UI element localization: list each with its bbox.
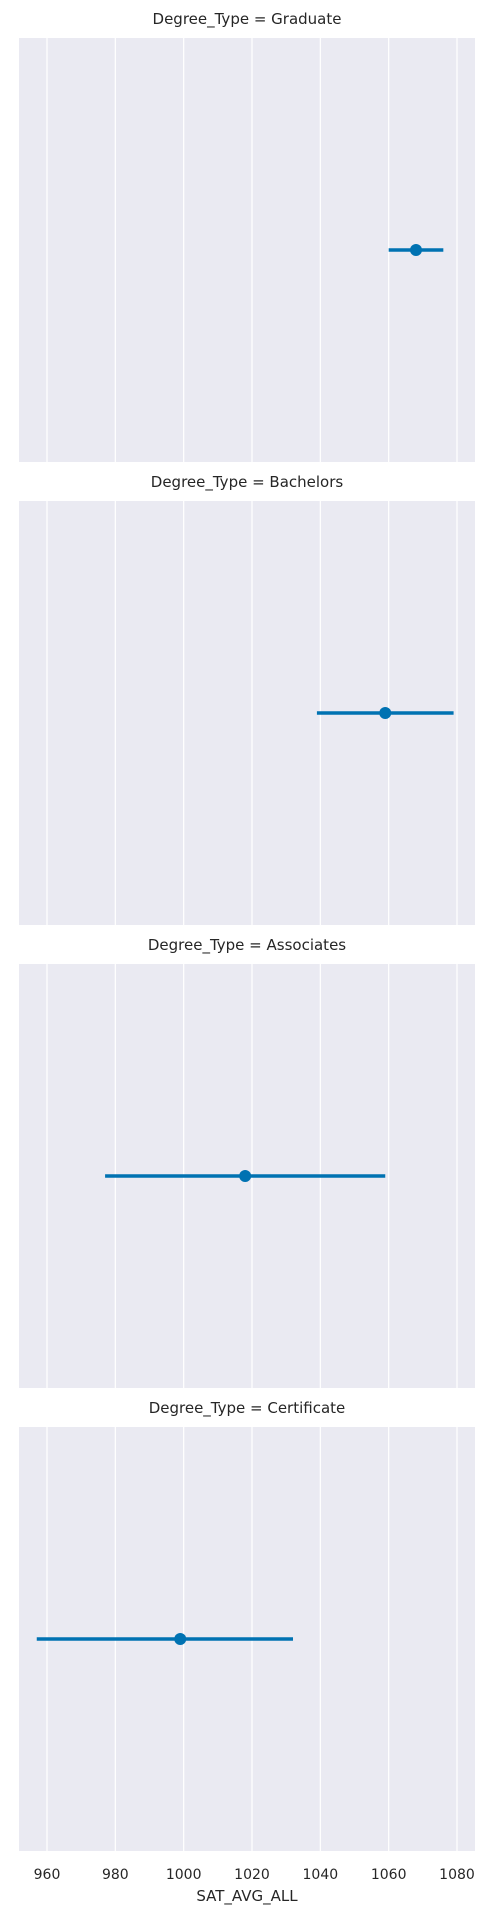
panel-title-certificate: Degree_Type = Certificate — [149, 1399, 346, 1418]
point-estimate-associates — [239, 1170, 252, 1182]
x-tick-label-1060: 1060 — [371, 1867, 407, 1883]
x-tick-label-980: 980 — [102, 1867, 129, 1883]
x-tick-label-1080: 1080 — [439, 1867, 475, 1883]
x-tick-label-960: 960 — [34, 1867, 61, 1883]
point-estimate-bachelors — [379, 707, 392, 719]
x-axis-label: SAT_AVG_ALL — [196, 1887, 298, 1906]
x-tick-label-1020: 1020 — [234, 1867, 270, 1883]
panel-title-associates: Degree_Type = Associates — [148, 936, 346, 955]
panel-title-graduate: Degree_Type = Graduate — [153, 10, 342, 29]
panel-title-bachelors: Degree_Type = Bachelors — [151, 473, 344, 492]
x-tick-label-1040: 1040 — [303, 1867, 339, 1883]
point-estimate-certificate — [174, 1633, 187, 1645]
x-tick-label-1000: 1000 — [166, 1867, 202, 1883]
point-estimate-graduate — [410, 244, 422, 256]
